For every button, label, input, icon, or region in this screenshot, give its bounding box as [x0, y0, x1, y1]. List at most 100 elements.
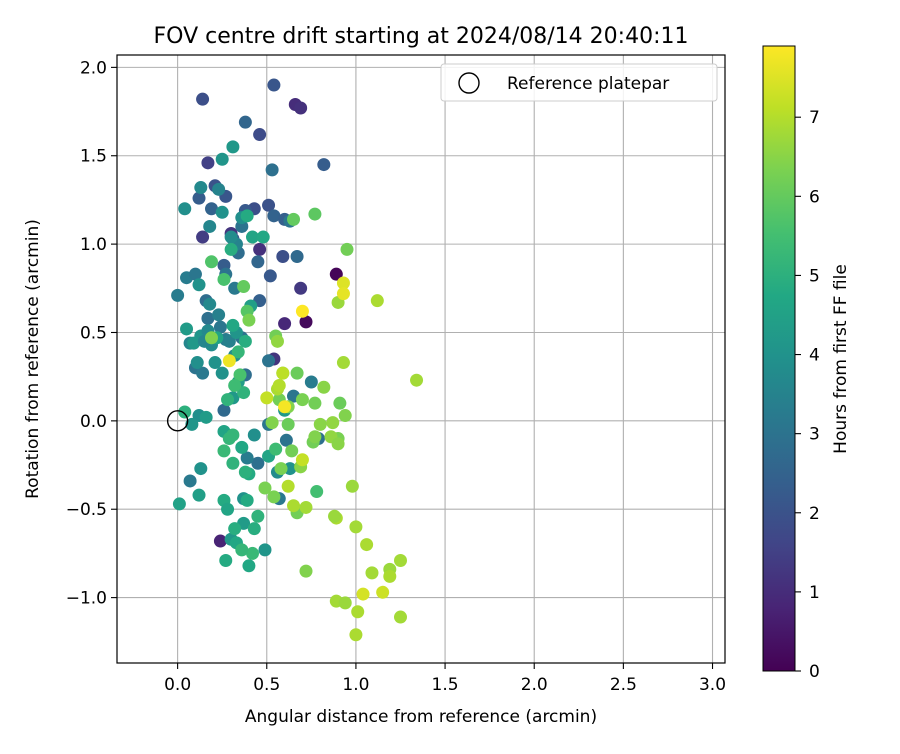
- y-tick-label: −1.0: [66, 589, 107, 609]
- data-point: [226, 140, 240, 154]
- x-tick-label: 2.0: [521, 675, 548, 695]
- data-point: [171, 288, 185, 302]
- data-point: [240, 451, 254, 465]
- data-point: [208, 356, 222, 370]
- data-point: [263, 269, 277, 283]
- data-point: [188, 267, 202, 281]
- data-point: [194, 181, 208, 195]
- data-point: [383, 569, 397, 583]
- data-point: [187, 336, 201, 350]
- data-point: [226, 318, 240, 332]
- data-point: [336, 356, 350, 370]
- data-point: [308, 396, 322, 410]
- data-point: [304, 375, 318, 389]
- data-point: [308, 430, 322, 444]
- data-point: [231, 345, 245, 359]
- data-point: [240, 209, 254, 223]
- data-points: [171, 78, 424, 642]
- data-point: [265, 416, 279, 430]
- data-point: [267, 490, 281, 504]
- data-point: [287, 212, 301, 226]
- data-point: [333, 396, 347, 410]
- colorbar-tick-label: 6: [809, 187, 820, 207]
- data-point: [235, 440, 249, 454]
- x-tick-label: 0.0: [164, 675, 191, 695]
- data-point: [299, 564, 313, 578]
- data-point: [196, 366, 210, 380]
- data-point: [240, 493, 254, 507]
- x-tick-label: 3.0: [699, 675, 726, 695]
- data-point: [228, 522, 242, 536]
- data-point: [365, 566, 379, 580]
- data-point: [222, 354, 236, 368]
- data-point: [290, 249, 304, 263]
- data-point: [190, 356, 204, 370]
- data-point: [217, 444, 231, 458]
- data-point: [222, 432, 236, 446]
- plot-area: [117, 55, 725, 663]
- data-point: [281, 417, 295, 431]
- data-point: [178, 405, 192, 419]
- data-point: [213, 320, 227, 334]
- data-point: [281, 479, 295, 493]
- data-point: [393, 553, 407, 567]
- data-point: [237, 386, 251, 400]
- data-point: [183, 474, 197, 488]
- data-point: [283, 462, 297, 476]
- plot-frame: [116, 54, 726, 664]
- y-tick-label: 1.0: [80, 235, 107, 255]
- data-point: [338, 409, 352, 423]
- data-point: [201, 311, 215, 325]
- data-point: [238, 115, 252, 129]
- data-point: [338, 596, 352, 610]
- data-point: [251, 255, 265, 269]
- data-point: [251, 509, 265, 523]
- data-point: [258, 481, 272, 495]
- data-point: [233, 368, 247, 382]
- data-point: [194, 462, 208, 476]
- data-point: [253, 242, 267, 256]
- data-point: [267, 78, 281, 92]
- data-point: [345, 479, 359, 493]
- data-point: [222, 334, 236, 348]
- data-point: [219, 553, 233, 567]
- data-point: [349, 520, 363, 534]
- data-point: [272, 379, 286, 393]
- data-point: [235, 543, 249, 557]
- data-point: [213, 534, 227, 548]
- data-point: [269, 442, 283, 456]
- data-point: [253, 128, 267, 142]
- y-tick-label: −0.5: [66, 500, 107, 520]
- data-point: [180, 322, 194, 336]
- colorbar-gradient: [762, 45, 796, 672]
- data-point: [221, 502, 235, 516]
- data-point: [287, 499, 301, 513]
- data-point: [172, 497, 186, 511]
- data-point: [299, 500, 313, 514]
- data-point: [317, 380, 331, 394]
- data-point: [212, 182, 226, 196]
- data-point: [295, 393, 309, 407]
- data-point: [226, 456, 240, 470]
- colorbar-tick-label: 0: [809, 662, 820, 682]
- data-point: [178, 202, 192, 216]
- colorbar-label: Hours from first FF file: [831, 264, 851, 454]
- data-point: [270, 334, 284, 348]
- data-point: [228, 379, 242, 393]
- y-tick-label: 1.5: [80, 147, 107, 167]
- data-point: [376, 585, 390, 599]
- data-point: [360, 538, 374, 552]
- y-tick-label: 2.0: [80, 58, 107, 78]
- data-point: [393, 610, 407, 624]
- colorbar-tick-label: 2: [809, 504, 820, 524]
- data-point: [203, 219, 217, 233]
- colorbar-tick-label: 5: [809, 266, 820, 286]
- data-point: [370, 294, 384, 308]
- data-point: [310, 485, 324, 499]
- colorbar-ticks: 0 1 2 3 4 5 6 7: [795, 108, 820, 682]
- x-tick-label: 2.5: [610, 675, 637, 695]
- y-tick-label: 0.5: [80, 323, 107, 343]
- colorbar-tick-label: 3: [809, 425, 820, 445]
- data-point: [265, 163, 279, 177]
